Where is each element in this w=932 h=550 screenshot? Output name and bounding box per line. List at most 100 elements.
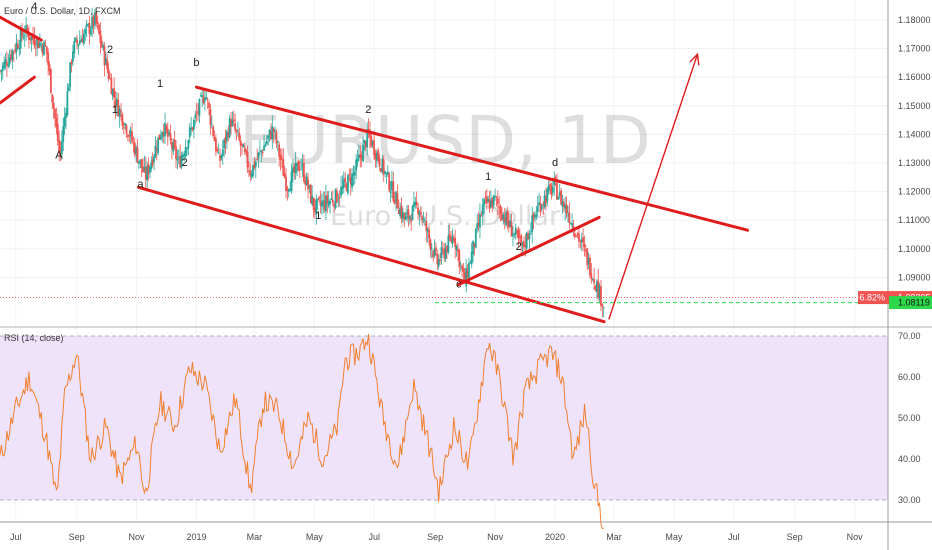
candle-body xyxy=(455,246,458,250)
candle-body xyxy=(408,216,411,220)
candle-body xyxy=(422,218,425,221)
trend-drawings[interactable] xyxy=(0,15,750,324)
candle-body xyxy=(56,123,59,141)
candle-body xyxy=(27,33,30,40)
candle-body xyxy=(542,203,545,205)
candle-body xyxy=(594,286,597,290)
candle-body xyxy=(5,62,8,66)
price-tick-label: 1.10000 xyxy=(898,244,931,254)
candle-body xyxy=(49,69,52,94)
candle-body xyxy=(523,241,525,248)
candle-body xyxy=(507,220,510,227)
candle-body xyxy=(135,147,138,154)
candle-body xyxy=(520,235,523,245)
candle-body xyxy=(148,166,151,174)
candle-body xyxy=(117,99,120,117)
candle-body xyxy=(62,126,65,143)
candle-body xyxy=(96,21,99,25)
candle-body xyxy=(514,228,517,235)
candle-body xyxy=(293,165,296,173)
candle-body xyxy=(326,195,329,204)
candle-body xyxy=(254,161,257,167)
price-candles xyxy=(0,7,605,318)
time-tick-label: 2020 xyxy=(545,532,565,542)
candle-body xyxy=(591,278,594,280)
candle-body xyxy=(253,162,256,169)
candle-body xyxy=(47,52,50,65)
candle-body xyxy=(296,162,298,166)
wave-label: b xyxy=(193,57,199,69)
rsi-axis[interactable]: 70.00 60.00 50.00 40.00 30.00 xyxy=(898,331,921,505)
candle-body xyxy=(179,155,182,168)
candle-body xyxy=(82,33,85,44)
candle-body xyxy=(165,125,168,131)
candle-body xyxy=(413,202,415,207)
candle-body xyxy=(114,100,117,108)
candle-body xyxy=(419,211,422,215)
candle-body xyxy=(448,234,451,239)
candle-body xyxy=(146,165,149,181)
time-tick-label: Sep xyxy=(787,532,803,542)
candle-body xyxy=(128,135,131,137)
candle-body xyxy=(540,205,543,210)
candle-body xyxy=(385,172,388,174)
time-axis[interactable]: Jul Sep Nov 2019 Mar May Jul Sep Nov 2020 Mar May Ju… xyxy=(10,532,863,542)
candle-body xyxy=(406,212,408,215)
candle-body xyxy=(506,210,509,223)
candle-body xyxy=(261,151,264,154)
wave-label: a xyxy=(137,178,144,190)
candle-body xyxy=(510,222,513,237)
channel-lower-line[interactable] xyxy=(137,185,606,324)
wave-label: 1 xyxy=(157,78,163,90)
wedge-lower-line[interactable] xyxy=(0,75,36,105)
candle-body xyxy=(102,45,105,49)
candle-body xyxy=(69,62,72,88)
candle-body xyxy=(7,64,10,67)
candle-body xyxy=(509,220,512,228)
candle-body xyxy=(571,223,573,226)
candle-body xyxy=(322,200,325,205)
candle-body xyxy=(562,202,565,207)
candle-body xyxy=(545,196,547,204)
candle-body xyxy=(267,135,270,139)
candle-body xyxy=(36,38,39,47)
candle-body xyxy=(579,241,582,242)
candle-body xyxy=(183,154,186,157)
candle-body xyxy=(535,214,538,218)
candle-body xyxy=(124,123,127,126)
candle-body xyxy=(232,119,235,122)
candle-body xyxy=(175,146,177,160)
candle-body xyxy=(122,127,125,129)
candle-body xyxy=(0,71,1,72)
candle-body xyxy=(204,99,206,102)
candle-body xyxy=(58,139,61,152)
channel-upper-line[interactable] xyxy=(194,85,750,232)
candle-body xyxy=(221,149,224,157)
candle-body xyxy=(495,197,498,199)
rsi-band xyxy=(0,336,888,500)
triangle-line-line[interactable] xyxy=(457,215,601,287)
candle-body xyxy=(602,307,605,309)
candle-body xyxy=(52,102,55,109)
candle-body xyxy=(48,64,51,72)
chart-title: Euro / U.S. Dollar, 1D, FXCM xyxy=(4,6,121,16)
candle-body xyxy=(351,173,353,188)
candle-body xyxy=(155,148,158,151)
candle-body xyxy=(216,149,219,152)
time-tick-label: Nov xyxy=(847,532,864,542)
candle-body xyxy=(393,199,396,204)
wedge-upper-line[interactable] xyxy=(0,15,43,42)
candle-body xyxy=(521,242,524,246)
candle-body xyxy=(303,162,305,182)
candle-body xyxy=(193,119,195,130)
candle-body xyxy=(319,200,322,206)
candle-body xyxy=(601,304,604,307)
candle-body xyxy=(272,128,275,133)
projection-line[interactable] xyxy=(608,53,699,320)
candle-body xyxy=(450,238,452,242)
candle-body xyxy=(454,237,457,248)
price-axis[interactable]: 1.18000 1.17000 1.16000 1.15000 1.14000 1.130… xyxy=(898,15,931,282)
candle-body xyxy=(568,212,571,223)
candle-body xyxy=(441,248,444,250)
